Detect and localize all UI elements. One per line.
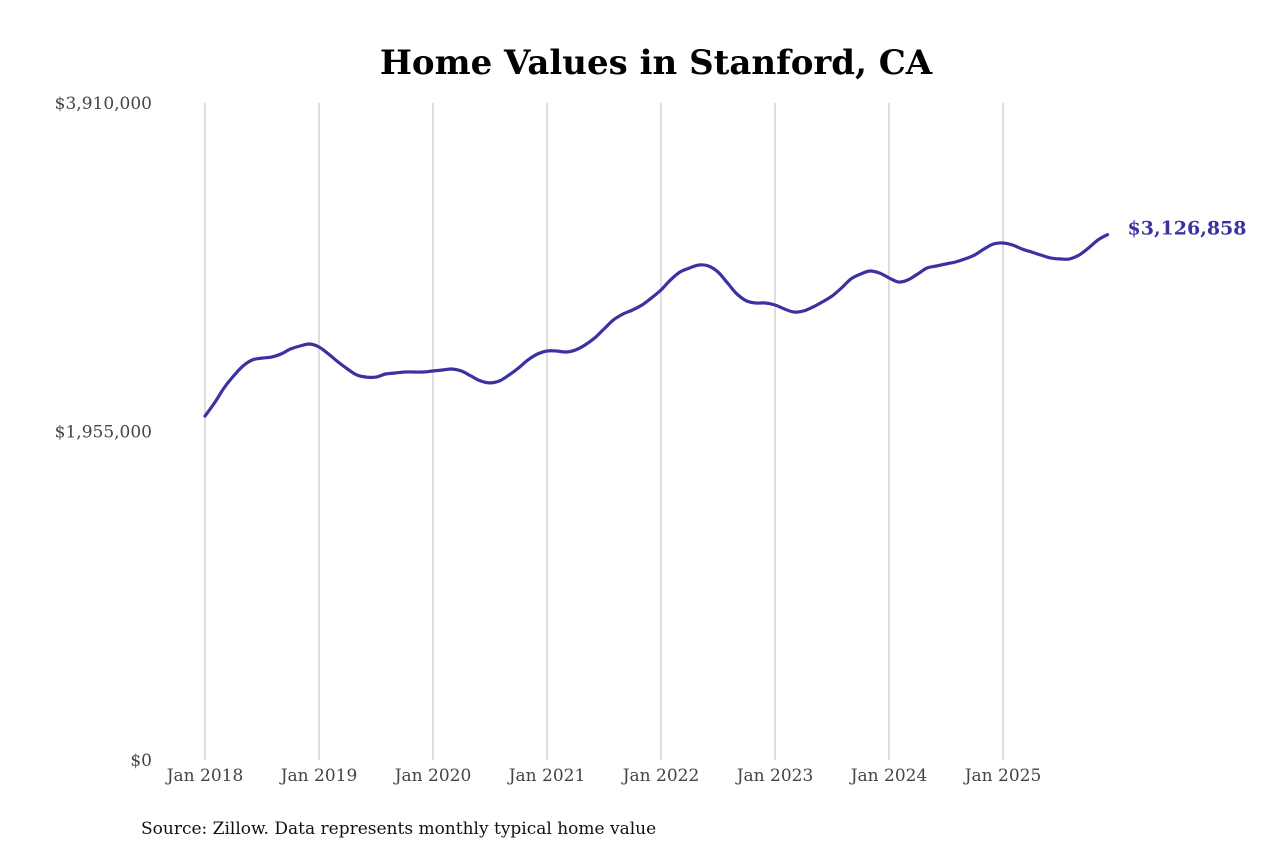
source-note: Source: Zillow. Data represents monthly …	[141, 819, 656, 839]
y-tick-label: $3,910,000	[55, 94, 152, 114]
x-tick-label: Jan 2023	[735, 766, 814, 786]
x-tick-label: Jan 2020	[393, 766, 472, 786]
y-tick-label: $1,955,000	[55, 423, 152, 443]
x-tick-label: Jan 2022	[621, 766, 700, 786]
home-value-line	[203, 233, 1110, 418]
x-tick-label: Jan 2025	[963, 766, 1042, 786]
y-axis-ticks: $0 $1,955,000 $3,910,000	[55, 94, 152, 771]
x-tick-label: Jan 2018	[165, 766, 244, 786]
chart-title: Home Values in Stanford, CA	[380, 43, 933, 83]
grid-lines	[204, 103, 1004, 760]
x-axis-ticks: Jan 2018 Jan 2019 Jan 2020 Jan 2021 Jan 2022…	[165, 766, 1042, 786]
x-tick-label: Jan 2024	[849, 766, 928, 786]
x-tick-label: Jan 2021	[507, 766, 586, 786]
y-tick-label: $0	[130, 751, 152, 771]
x-tick-label: Jan 2019	[279, 766, 358, 786]
end-value-label: $3,126,858	[1128, 218, 1247, 240]
